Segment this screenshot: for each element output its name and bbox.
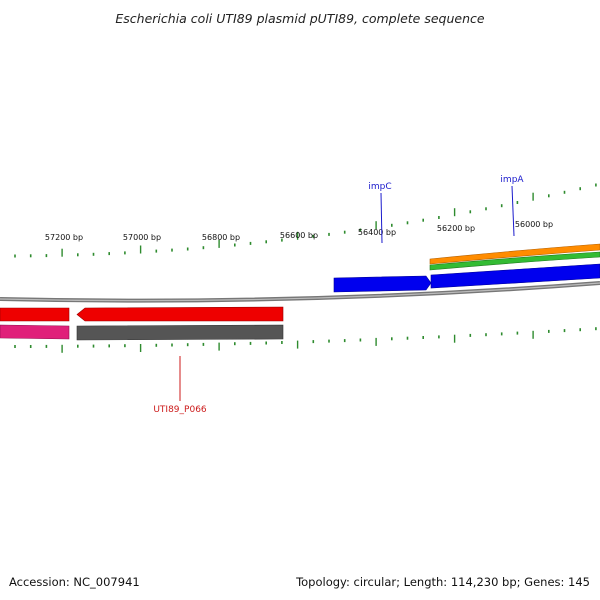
scale-label-57200: 57200 bp bbox=[45, 233, 83, 242]
gene-impA-arrow[interactable] bbox=[430, 263, 600, 289]
map-title: Escherichia coli UTI89 plasmid pUTI89, c… bbox=[115, 11, 484, 26]
scale-label-56200: 56200 bp bbox=[437, 224, 475, 233]
scale-label-56400: 56400 bp bbox=[358, 228, 396, 237]
gene-label-impC[interactable]: impC bbox=[368, 182, 391, 192]
scale-label-56000: 56000 bp bbox=[515, 220, 553, 229]
pink-feature-track[interactable] bbox=[0, 324, 70, 340]
gene-label-impA[interactable]: impA bbox=[500, 175, 524, 185]
gray-feature-track[interactable] bbox=[76, 324, 284, 341]
gene-left-red-stub[interactable] bbox=[0, 307, 70, 322]
impC-label-line bbox=[380, 192, 383, 244]
upper-tick-row bbox=[14, 183, 597, 258]
plasmid-backbone-highlight bbox=[0, 282, 600, 302]
scale-label-56800: 56800 bp bbox=[202, 233, 240, 242]
gene-impC-arrow[interactable] bbox=[333, 275, 432, 293]
topology-text: Topology: circular; Length: 114,230 bp; … bbox=[295, 575, 590, 589]
green-feature-track[interactable] bbox=[429, 251, 600, 271]
impA-label-line bbox=[511, 185, 515, 237]
orange-feature-track[interactable] bbox=[429, 243, 600, 265]
accession-text: Accession: NC_007941 bbox=[9, 575, 140, 589]
lower-tick-row bbox=[14, 327, 597, 353]
gene-label-UTI89-P066[interactable]: UTI89_P066 bbox=[153, 405, 207, 415]
scale-label-56600: 56600 bp bbox=[280, 231, 318, 240]
scale-label-57000: 57000 bp bbox=[123, 233, 161, 242]
gene-UTI89-P066-arrow[interactable] bbox=[76, 306, 284, 322]
